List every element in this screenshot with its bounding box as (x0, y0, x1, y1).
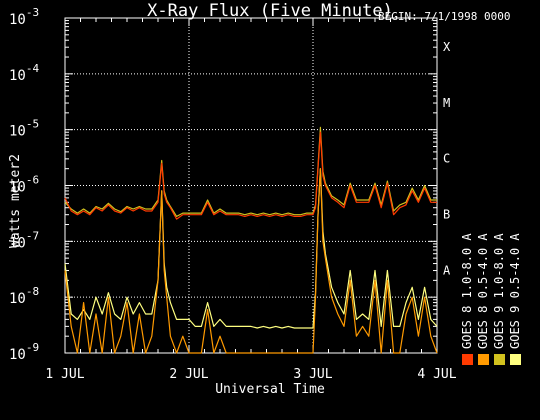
series-line (64, 168, 438, 354)
legend-swatch (509, 354, 521, 365)
legend-label: GOES 9 0.5-4.0 A (508, 233, 522, 349)
flare-class-label: M (443, 96, 450, 110)
y-axis-label: Watts meter2 (8, 154, 23, 248)
y-tick-label: 10-8 (9, 285, 39, 307)
x-axis-label: Universal Time (215, 382, 325, 397)
legend-label: GOES 8 1.0-8.0 A (460, 233, 474, 349)
grid-lines (65, 18, 437, 353)
series-line (64, 126, 437, 217)
flare-class-label: C (443, 152, 450, 166)
x-tick-label: 3 JUL (293, 367, 332, 382)
series-lines (64, 126, 438, 354)
legend-label: GOES 8 0.5-4.0 A (476, 233, 490, 349)
x-tick-label: 1 JUL (45, 367, 84, 382)
begin-date-label: BEGIN: 7/1/1998 0000 (378, 10, 511, 23)
y-tick-label: 10-5 (9, 118, 39, 140)
flare-class-label: X (443, 40, 451, 54)
legend-swatch (493, 354, 505, 365)
y-tick-label: 10-4 (9, 62, 39, 84)
legend-label: GOES 9 1.0-8.0 A (492, 233, 506, 349)
legend-item-goes9-short: GOES 9 0.5-4.0 A (508, 233, 522, 365)
x-tick-labels: 1 JUL 2 JUL 3 JUL 4 JUL (45, 367, 456, 382)
x-tick-label: 2 JUL (169, 367, 208, 382)
legend-item-goes8-long: GOES 8 1.0-8.0 A (460, 233, 474, 365)
legend-item-goes8-short: GOES 8 0.5-4.0 A (476, 233, 490, 365)
flare-class-label: A (443, 263, 451, 277)
x-tick-label: 4 JUL (417, 367, 456, 382)
flare-class-label: B (443, 207, 450, 221)
series-line (64, 131, 437, 220)
series-line (64, 168, 438, 329)
chart-title: X-Ray Flux (Five Minute) (147, 1, 393, 21)
legend-swatch (461, 354, 473, 365)
legend-swatch (477, 354, 489, 365)
axis-ticks (64, 18, 438, 354)
flare-class-labels: A B C M X (443, 40, 451, 277)
legend-item-goes9-long: GOES 9 1.0-8.0 A (492, 233, 506, 365)
y-tick-label: 10-9 (9, 341, 39, 363)
